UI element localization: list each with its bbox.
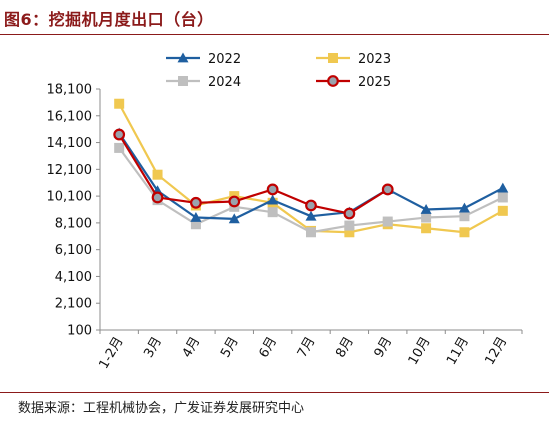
data-point-2022: [420, 204, 432, 214]
x-tick-label: 7月: [295, 335, 319, 361]
data-point-2022: [228, 213, 240, 224]
y-tick-label: 8,100: [55, 216, 92, 231]
y-tick-label: 16,100: [47, 109, 93, 124]
source-divider: [0, 392, 549, 393]
data-point-2025: [381, 183, 394, 196]
data-point-2023: [421, 223, 432, 234]
x-tick-label: 6月: [256, 335, 280, 361]
legend-label: 2022: [208, 52, 241, 67]
data-point-2025: [190, 196, 202, 209]
data-point-2024: [190, 219, 201, 230]
data-point-2025: [151, 191, 164, 204]
y-tick-label: 4,100: [55, 270, 92, 285]
title-divider: [0, 34, 549, 35]
y-tick-label: 12,100: [47, 163, 93, 178]
legend-label: 2023: [358, 52, 391, 67]
data-point-2025: [305, 199, 317, 212]
x-tick-label: 3月: [141, 335, 165, 361]
data-point-2022: [497, 182, 509, 193]
data-point-2024: [267, 207, 278, 218]
data-point-2025: [113, 128, 126, 141]
x-tick-label: 5月: [218, 335, 242, 361]
data-point-2022: [267, 194, 279, 205]
x-tick-label: 8月: [333, 335, 357, 361]
y-tick-label: 6,100: [55, 243, 92, 258]
x-tick-label: 9月: [372, 335, 396, 361]
data-point-2024: [382, 216, 393, 227]
legend-item-2023: 2023: [316, 52, 391, 67]
y-tick-label: 14,100: [47, 136, 93, 151]
data-point-2023: [152, 169, 163, 180]
data-point-2023: [459, 227, 470, 238]
data-point-2024: [497, 192, 508, 203]
y-tick-label: 100: [67, 324, 92, 339]
data-point-2024: [421, 212, 432, 223]
x-tick-label: 1-2月: [97, 335, 127, 372]
chart-title: 图6：挖掘机月度出口（台）: [4, 10, 214, 29]
data-point-2023: [114, 98, 125, 109]
data-point-2022: [458, 202, 470, 213]
source-note: 数据来源：工程机械协会，广发证券发展研究中心: [18, 401, 305, 416]
y-tick-label: 2,100: [55, 297, 92, 312]
data-point-2024: [459, 211, 470, 222]
data-point-2025: [228, 195, 241, 208]
legend-item-2025: 2025: [316, 75, 391, 90]
x-tick-label: 11月: [444, 335, 472, 368]
data-point-2024: [344, 220, 355, 231]
data-point-2024: [306, 227, 316, 238]
chart-axes: 100 2,100 4,100 6,100 8,100 10,100 12,100 14,10…: [47, 83, 523, 372]
y-tick-label: 18,100: [47, 83, 93, 98]
data-point-2023: [497, 205, 508, 216]
legend-label: 2024: [208, 75, 241, 90]
x-tick-label: 12月: [483, 335, 511, 368]
chart-legend: 2022 2023 2024 2025: [166, 52, 391, 90]
legend-marker: [328, 53, 338, 63]
x-tick-label: 10月: [406, 335, 434, 368]
legend-item-2024: 2024: [166, 75, 241, 90]
legend-marker: [327, 75, 339, 87]
series-2025: [113, 128, 394, 220]
data-point-2022: [190, 212, 202, 222]
legend-item-2022: 2022: [166, 52, 241, 67]
legend-label: 2025: [358, 75, 391, 90]
data-point-2023: [344, 227, 355, 238]
data-point-2022: [305, 210, 317, 221]
series-2024: [114, 142, 508, 238]
data-point-2024: [114, 142, 125, 153]
data-point-2025: [343, 207, 356, 220]
series-line-2025: [118, 133, 389, 215]
series-layer: [113, 98, 509, 238]
legend-marker: [178, 76, 188, 86]
y-tick-label: 10,100: [47, 190, 93, 205]
x-tick-label: 4月: [180, 335, 204, 361]
legend-marker: [177, 52, 189, 63]
data-point-2025: [266, 183, 279, 196]
line-chart: 100 2,100 4,100 6,100 8,100 10,100 12,100 14,10…: [47, 52, 523, 372]
